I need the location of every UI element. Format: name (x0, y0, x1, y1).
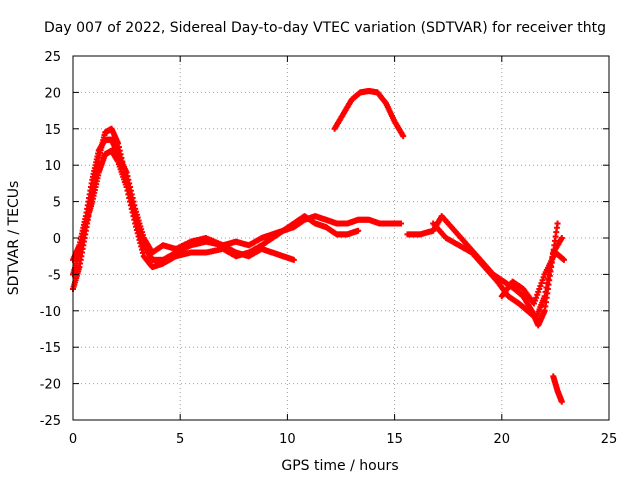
x-tick-label: 20 (494, 432, 511, 447)
axis-ticks: 0 5 10 15 20 25 -25 -20 -15 -10 -5 0 5 10 15 20 25 (40, 50, 618, 447)
data-point (560, 256, 567, 263)
data-point (398, 220, 405, 227)
y-tick-label: -10 (40, 305, 61, 320)
x-tick-label: 0 (69, 432, 77, 447)
chart-title: Day 007 of 2022, Sidereal Day-to-day VTE… (44, 20, 606, 36)
x-tick-label: 15 (386, 432, 403, 447)
y-tick-label: -25 (40, 414, 61, 429)
y-tick-label: -5 (48, 268, 61, 283)
x-tick-label: 5 (176, 432, 184, 447)
x-tick-label: 25 (601, 432, 618, 447)
data-point (400, 133, 407, 140)
data-point (290, 256, 297, 263)
plot-area (70, 87, 567, 405)
y-tick-label: -15 (40, 341, 61, 356)
data-point (558, 235, 565, 241)
y-tick-label: 15 (44, 123, 61, 138)
data-point (355, 227, 362, 234)
y-tick-label: -20 (40, 378, 61, 393)
y-tick-label: 10 (44, 159, 61, 174)
x-tick-label: 10 (279, 432, 296, 447)
y-tick-label: 0 (53, 232, 61, 247)
y-tick-label: 20 (44, 86, 61, 101)
data-point (554, 220, 561, 227)
x-axis-label: GPS time / hours (281, 458, 398, 474)
y-tick-label: 5 (53, 196, 61, 211)
data-point (558, 398, 565, 405)
y-axis-label: SDTVAR / TECUs (6, 181, 22, 296)
y-tick-label: 25 (44, 50, 61, 65)
